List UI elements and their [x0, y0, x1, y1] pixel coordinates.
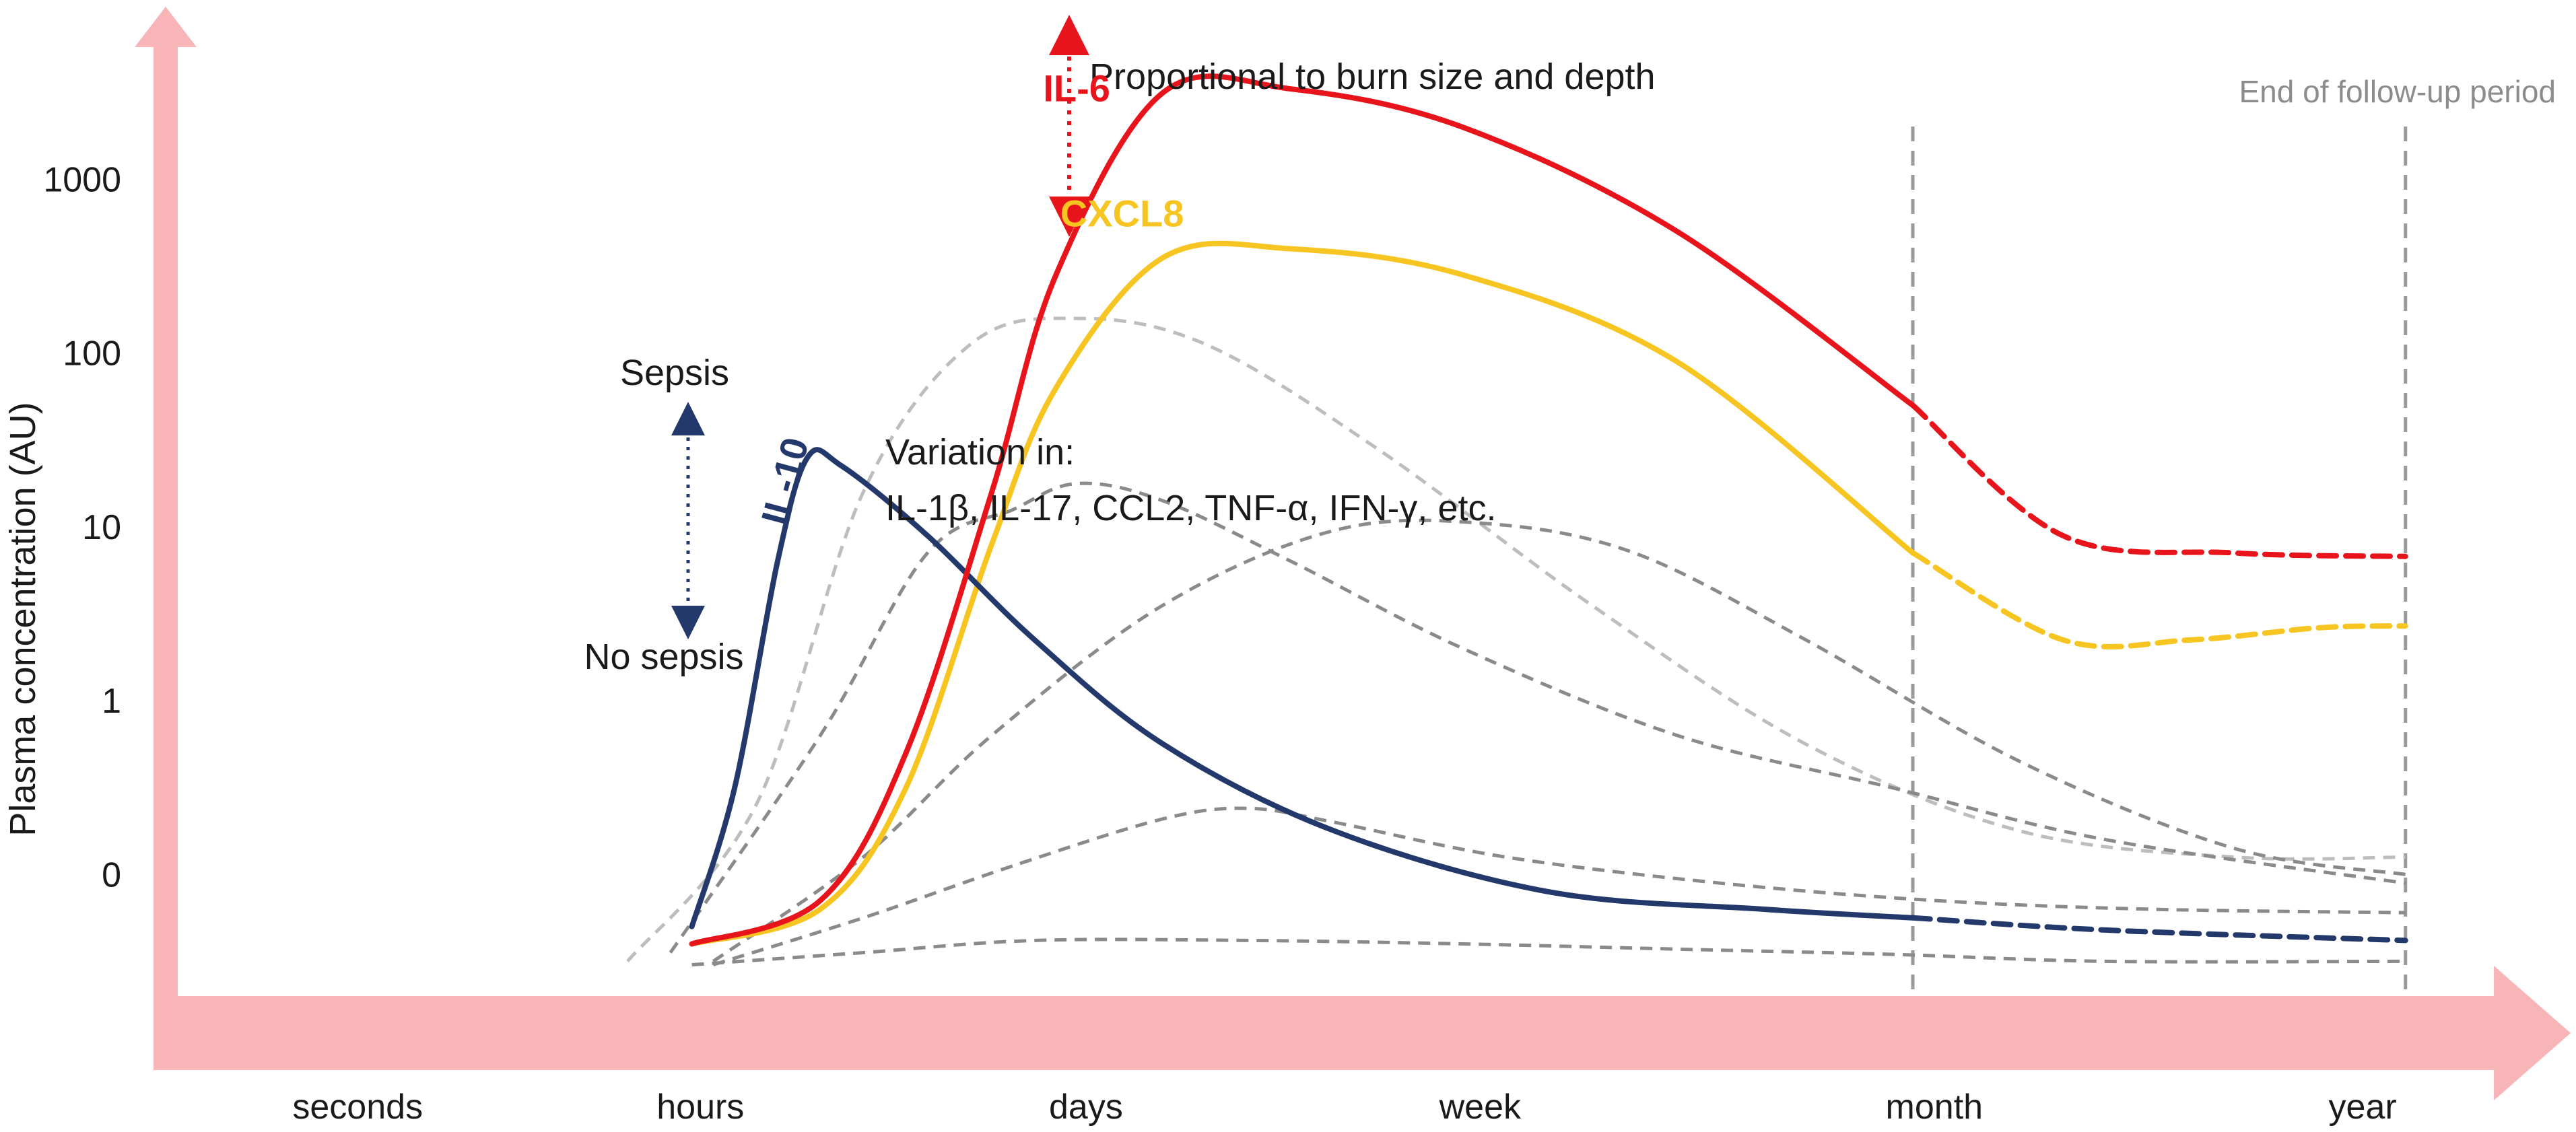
- y-tick-label: 100: [63, 334, 121, 374]
- series-line-other: [691, 938, 2406, 966]
- variation-title: Variation in:: [885, 432, 1075, 472]
- y-axis-label: Plasma concentration (AU): [3, 402, 43, 836]
- series-line-il-10-solid: [689, 447, 1916, 929]
- variation-list: IL-1β, IL-17, CCL2, TNF-α, IFN-γ, etc.: [885, 488, 1496, 528]
- series-line-other: [712, 518, 2406, 963]
- x-category-label: seconds: [292, 1088, 423, 1127]
- x-category-label: days: [1049, 1088, 1123, 1127]
- no-sepsis-label: No sepsis: [584, 637, 743, 677]
- reference-lines: End of follow-up period: [1911, 74, 2556, 995]
- reference-line-label: End of follow-up period: [2239, 74, 2556, 109]
- y-tick-label: 10: [82, 508, 121, 547]
- x-category-label: year: [2329, 1088, 2397, 1127]
- x-category-label: hours: [656, 1088, 744, 1127]
- series-lines: [626, 73, 2408, 966]
- y-axis: [135, 7, 197, 1070]
- x-category-label: week: [1439, 1088, 1522, 1127]
- series-labels: IL-6 CXCL8 IL-10: [753, 67, 1184, 529]
- sepsis-label: Sepsis: [620, 353, 729, 393]
- series-label-il-10: IL-10: [753, 433, 817, 529]
- y-tick-labels: 0 1 10 100 1000: [43, 161, 121, 895]
- il6-note: Proportional to burn size and depth: [1089, 57, 1656, 97]
- series-label-cxcl8: CXCL8: [1060, 192, 1184, 234]
- series-line-other: [712, 806, 2406, 966]
- series-line-cxcl8-dashed: [1910, 550, 2408, 649]
- series-line-il-10-dashed: [1910, 915, 2408, 944]
- series-line-il-6-dashed: [1910, 402, 2408, 559]
- y-tick-label: 0: [102, 855, 121, 894]
- x-category-label: month: [1886, 1088, 1984, 1127]
- y-tick-label: 1: [102, 682, 121, 721]
- series-label-il-6: IL-6: [1043, 67, 1110, 109]
- series-line-cxcl8-solid: [689, 240, 1916, 947]
- series-line-other: [626, 316, 2406, 962]
- x-category-labels: seconds hours days week month year: [292, 1088, 2396, 1127]
- series-line-il-6-solid: [689, 73, 1916, 947]
- series-line-other: [669, 481, 2406, 954]
- y-tick-label: 1000: [43, 161, 121, 200]
- x-axis: [178, 966, 2571, 1100]
